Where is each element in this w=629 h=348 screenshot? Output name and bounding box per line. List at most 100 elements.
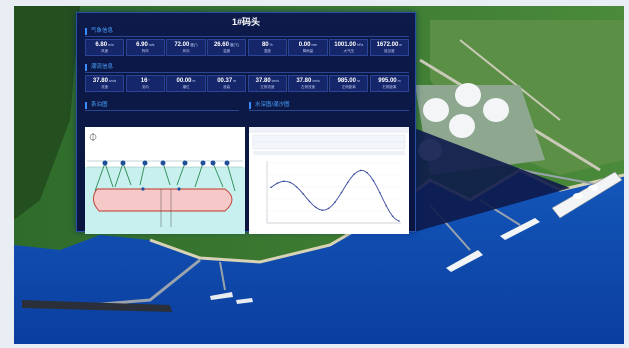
- metric-value: 6.90m/s: [127, 41, 164, 49]
- weather-card: 1001.00hPa 大气压: [329, 39, 369, 56]
- metric-value: 00.37m: [208, 77, 245, 85]
- tide-point: [372, 179, 375, 182]
- metric-value: 37.80cm/s: [86, 77, 123, 85]
- metric-number: 72.00: [174, 42, 190, 48]
- metric-number: 16: [140, 78, 148, 84]
- metric-value: 6.80m/s: [86, 41, 123, 49]
- tide-point: [327, 207, 330, 210]
- hydro-card: 995.00m 右侧距离: [369, 75, 409, 92]
- metric-number: 985.00: [337, 78, 356, 84]
- metric-label: 左侧流速: [260, 85, 275, 89]
- tide-point: [295, 186, 298, 188]
- metric-number: 995.00: [378, 78, 397, 84]
- metric-value: 00.00m: [167, 77, 204, 85]
- mooring-section-title: 系泊图: [85, 102, 108, 109]
- tide-chart: [249, 127, 409, 234]
- weather-card: 1672.00m 能见度: [369, 39, 409, 56]
- bollards: [102, 160, 230, 166]
- metric-unit: m: [399, 43, 403, 47]
- metric-label: 流向: [141, 85, 149, 89]
- hydro-cards: 37.80cm/s 流速 16° 流向 00.00m 潮位 00.37m 浪高 37.80cm/…: [85, 75, 409, 92]
- metric-label: 大气压: [343, 49, 354, 53]
- mooring-lines: [94, 162, 236, 192]
- metric-unit: 度(℃): [229, 43, 240, 47]
- metric-unit: °: [148, 79, 150, 83]
- metric-unit: m: [397, 79, 401, 83]
- tide-point: [379, 191, 381, 194]
- metric-unit: %: [269, 43, 273, 47]
- ships: [22, 171, 623, 312]
- hydro-card: 37.80cm/s 左侧流速: [288, 75, 328, 92]
- hydro-card: 00.00m 潮位: [166, 75, 206, 92]
- metric-number: 1001.00: [334, 42, 356, 48]
- metric-unit: hPa: [356, 43, 364, 47]
- metric-number: 0.00: [298, 42, 311, 48]
- weather-card: 6.80m/s 风速: [85, 39, 125, 56]
- metric-label: 湿度: [263, 49, 271, 53]
- divider: [85, 36, 409, 37]
- tide-point: [334, 201, 336, 203]
- metric-value: 0.00mm: [289, 41, 326, 49]
- divider: [85, 110, 239, 111]
- metric-value: 1672.00m: [371, 41, 408, 49]
- metric-number: 6.80: [95, 42, 108, 48]
- metric-unit: m: [192, 79, 196, 83]
- tide-point: [276, 182, 279, 184]
- waves-section-title: 水深图/潮汐图: [249, 102, 290, 109]
- metric-value: 37.80cm/s: [249, 77, 286, 85]
- metric-label: 降雨量: [302, 49, 314, 53]
- hydro-card: 16° 流向: [125, 75, 165, 92]
- metric-unit: 度(°): [190, 43, 198, 47]
- metric-unit: mm: [311, 43, 318, 47]
- metric-number: 00.00: [176, 78, 192, 84]
- mooring-diagram: [85, 127, 245, 234]
- metric-number: 1672.00: [376, 42, 399, 48]
- vessel-outline: [93, 188, 233, 212]
- metric-label: 潮位: [182, 85, 190, 89]
- tide-point: [359, 169, 362, 172]
- metric-unit: m: [233, 79, 237, 83]
- hydro-card: 37.80cm/s 左侧流速: [247, 75, 287, 92]
- metric-unit: m: [356, 79, 360, 83]
- divider: [249, 110, 409, 111]
- metric-label: 温度: [223, 49, 231, 53]
- metric-label: 左侧距离: [341, 85, 356, 89]
- metric-label: 能见度: [384, 49, 395, 53]
- metric-value: 1001.00hPa: [330, 41, 367, 49]
- tide-point: [270, 186, 272, 189]
- tide-point: [353, 173, 355, 175]
- metric-label: 阵风: [141, 49, 149, 53]
- divider: [85, 72, 409, 73]
- tide-point: [340, 191, 343, 194]
- tide-point: [366, 171, 368, 174]
- metric-label: 风速: [101, 49, 109, 53]
- tide-point: [302, 192, 304, 195]
- metric-number: 00.37: [217, 78, 233, 84]
- metric-value: 26.60度(℃): [208, 41, 245, 49]
- tide-point: [391, 215, 394, 217]
- metric-number: 37.80: [92, 78, 108, 84]
- metric-label: 风向: [182, 49, 190, 53]
- metric-number: 37.80: [255, 78, 271, 84]
- weather-card: 80% 湿度: [247, 39, 287, 56]
- tide-series-points: [270, 169, 400, 222]
- metric-number: 26.60: [213, 42, 229, 48]
- metric-value: 16°: [127, 77, 164, 85]
- metric-value: 37.80cm/s: [289, 77, 326, 85]
- weather-section-title: 气象信息: [85, 28, 113, 35]
- hydro-card: 985.00m 左侧距离: [329, 75, 369, 92]
- weather-card: 72.00度(°) 风向: [166, 39, 206, 56]
- berth-info-panel: 1#码头 气象信息 6.80m/s 风速 6.90m/s 阵风 72.00度(°) 风向 2…: [76, 12, 416, 234]
- metric-number: 6.90: [136, 42, 148, 48]
- hydro-card: 37.80cm/s 流速: [85, 75, 125, 92]
- metric-value: 985.00m: [330, 77, 367, 85]
- metric-unit: m/s: [108, 43, 114, 47]
- tide-point: [283, 180, 285, 183]
- metric-unit: cm/s: [271, 79, 280, 83]
- metric-unit: cm/s: [108, 79, 117, 83]
- tide-series-line: [270, 169, 400, 222]
- tide-point: [289, 181, 291, 184]
- metric-label: 右侧距离: [382, 85, 397, 89]
- tide-point: [321, 209, 323, 211]
